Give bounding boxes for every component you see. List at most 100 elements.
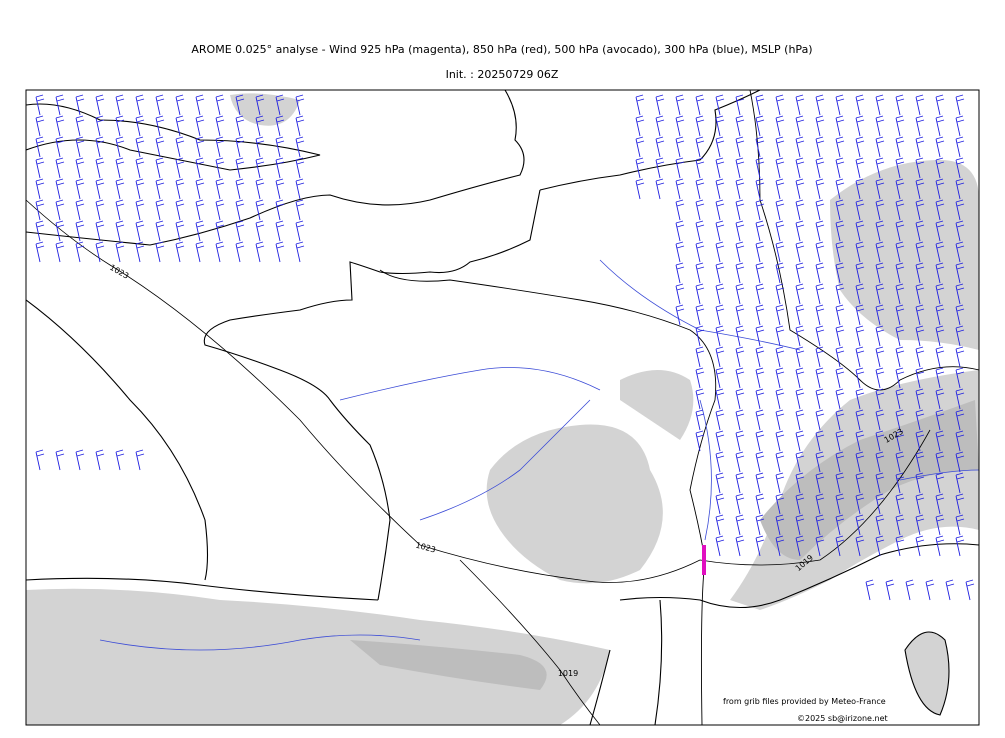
- wind-barb: [75, 449, 85, 471]
- wind-barb: [815, 262, 825, 284]
- wind-barb: [95, 136, 105, 158]
- wind-barb: [915, 136, 925, 158]
- wind-barb: [935, 178, 945, 200]
- wind-barb: [755, 157, 765, 179]
- wind-barb: [35, 241, 45, 263]
- wind-barb: [855, 409, 865, 431]
- wind-barb: [675, 241, 685, 263]
- wind-barb: [155, 178, 165, 200]
- wind-barb: [715, 367, 725, 389]
- wind-barb: [935, 262, 945, 284]
- wind-barb: [935, 367, 945, 389]
- wind-barb: [895, 472, 905, 494]
- wind-barb: [675, 94, 685, 116]
- wind-barb: [955, 493, 965, 515]
- wind-barb: [195, 157, 205, 179]
- wind-barb: [695, 262, 705, 284]
- wind-barb: [735, 325, 745, 347]
- wind-barb: [215, 220, 225, 242]
- wind-barb: [855, 325, 865, 347]
- wind-barb: [55, 199, 65, 221]
- wind-barb: [95, 178, 105, 200]
- wind-barb: [75, 199, 85, 221]
- wind-barb: [895, 430, 905, 452]
- wind-barb: [795, 262, 805, 284]
- wind-barb: [875, 514, 885, 536]
- wind-barb: [815, 493, 825, 515]
- wind-barb: [835, 472, 845, 494]
- wind-barb: [935, 493, 945, 515]
- wind-barb: [635, 178, 645, 200]
- wind-barb: [135, 136, 145, 158]
- wind-barb: [875, 493, 885, 515]
- wind-barb: [775, 472, 785, 494]
- wind-barb: [945, 579, 955, 601]
- wind-barb: [775, 514, 785, 536]
- coastlines: [26, 90, 979, 725]
- wind-barb: [855, 451, 865, 473]
- wind-barb: [815, 367, 825, 389]
- wind-barb: [915, 388, 925, 410]
- wind-barb: [215, 94, 225, 116]
- wind-barb: [895, 409, 905, 431]
- wind-barb: [795, 514, 805, 536]
- wind-barb: [755, 430, 765, 452]
- wind-barb: [755, 115, 765, 137]
- wind-barb: [875, 388, 885, 410]
- wind-barb: [775, 409, 785, 431]
- wind-barb: [695, 388, 705, 410]
- wind-barb: [235, 94, 245, 116]
- wind-barb: [735, 409, 745, 431]
- wind-barb: [655, 115, 665, 137]
- wind-barb: [215, 241, 225, 263]
- wind-barb: [295, 178, 305, 200]
- wind-barb: [735, 304, 745, 326]
- wind-barb: [935, 136, 945, 158]
- wind-barb: [915, 472, 925, 494]
- wind-barb: [755, 535, 765, 557]
- wind-barb: [715, 346, 725, 368]
- wind-barb: [795, 472, 805, 494]
- wind-barb: [95, 449, 105, 471]
- wind-barb: [235, 241, 245, 263]
- wind-barb: [115, 199, 125, 221]
- wind-barb: [855, 514, 865, 536]
- wind-barb: [175, 199, 185, 221]
- wind-barb: [815, 283, 825, 305]
- title: AROME 0.025° analyse - Wind 925 hPa (mag…: [191, 43, 812, 56]
- wind-barb: [695, 136, 705, 158]
- wind-barb: [215, 115, 225, 137]
- wind-barb: [55, 157, 65, 179]
- wind-barb: [955, 346, 965, 368]
- wind-barb: [755, 136, 765, 158]
- wind-barb: [35, 199, 45, 221]
- wind-barb: [795, 136, 805, 158]
- wind-barb: [775, 241, 785, 263]
- wind-barb: [95, 94, 105, 116]
- wind-barb: [155, 241, 165, 263]
- wind-barb: [735, 535, 745, 557]
- wind-barb: [815, 346, 825, 368]
- wind-barb: [895, 220, 905, 242]
- wind-barb: [955, 241, 965, 263]
- wind-barb: [935, 304, 945, 326]
- wind-barb: [635, 94, 645, 116]
- wind-barb: [155, 199, 165, 221]
- wind-barb: [775, 388, 785, 410]
- wind-barb: [115, 157, 125, 179]
- wind-barb: [95, 157, 105, 179]
- wind-barb: [55, 115, 65, 137]
- wind-barb: [135, 94, 145, 116]
- wind-barb: [875, 451, 885, 473]
- wind-barb: [875, 472, 885, 494]
- wind-barb: [775, 283, 785, 305]
- wind-barb: [895, 367, 905, 389]
- wind-barb: [835, 115, 845, 137]
- wind-barb: [775, 178, 785, 200]
- wind-barb: [675, 283, 685, 305]
- wind-barb: [875, 409, 885, 431]
- wind-barb: [755, 388, 765, 410]
- wind-barb: [695, 325, 705, 347]
- wind-barb: [135, 220, 145, 242]
- wind-barb: [875, 430, 885, 452]
